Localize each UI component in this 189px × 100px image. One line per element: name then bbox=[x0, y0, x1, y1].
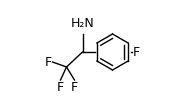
Text: F: F bbox=[71, 81, 78, 94]
Text: F: F bbox=[57, 81, 64, 94]
Text: H₂N: H₂N bbox=[71, 17, 94, 30]
Text: F: F bbox=[132, 46, 140, 58]
Text: F: F bbox=[44, 56, 51, 68]
